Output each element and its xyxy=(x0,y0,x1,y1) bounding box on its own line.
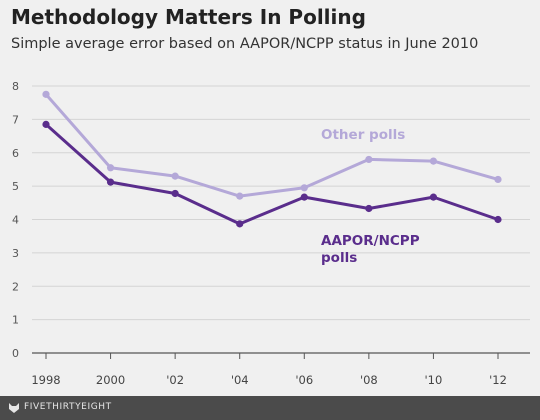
data-point xyxy=(236,192,244,200)
data-point xyxy=(171,189,179,198)
x-tick-label: '02 xyxy=(166,373,184,387)
data-point xyxy=(300,193,308,201)
data-point xyxy=(365,204,373,213)
data-point xyxy=(494,215,502,224)
footer-bar: FIVETHIRTYEIGHT xyxy=(0,396,540,420)
x-tick-label: '08 xyxy=(360,373,378,387)
x-tick-label: 2000 xyxy=(96,373,125,387)
data-point xyxy=(365,155,373,164)
data-point xyxy=(236,220,244,228)
series-line-other-polls xyxy=(44,92,500,198)
data-point xyxy=(429,193,438,201)
data-point xyxy=(171,172,179,180)
series-label-aapor-line2: polls xyxy=(321,250,357,266)
label-layer: Other polls AAPOR/NCPP polls xyxy=(321,127,420,266)
fox-icon xyxy=(9,403,19,413)
series-label-other: Other polls xyxy=(321,127,405,143)
x-tick-label: '10 xyxy=(425,373,443,387)
x-tick-label: '04 xyxy=(231,373,249,387)
y-tick-label: 6 xyxy=(12,147,19,160)
y-tick-label: 2 xyxy=(12,280,19,293)
line-chart: 0 1 2 3 4 5 6 7 8 1998 2000 '02 '04 '06 '08 '10 '12 Othe… xyxy=(12,80,530,387)
y-tick-label: 7 xyxy=(12,113,19,126)
x-tick-label: '12 xyxy=(489,373,507,387)
data-point xyxy=(429,157,438,165)
y-tick-label: 0 xyxy=(12,347,19,360)
x-tick-label: '06 xyxy=(295,373,313,387)
data-point xyxy=(106,164,115,172)
y-tick-label: 1 xyxy=(12,314,19,327)
chart-subtitle: Simple average error based on AAPOR/NCPP… xyxy=(11,36,479,52)
series-layer xyxy=(42,90,502,228)
brand-name: FIVETHIRTYEIGHT xyxy=(24,402,112,412)
y-tick-label: 3 xyxy=(12,247,19,260)
series-line-aapor-ncpp-polls xyxy=(44,122,500,226)
y-tick-label: 8 xyxy=(12,80,19,93)
data-point xyxy=(494,175,502,184)
data-point xyxy=(106,178,115,186)
y-tick-label: 4 xyxy=(12,214,19,227)
chart-title: Methodology Matters In Polling xyxy=(11,5,366,29)
data-point xyxy=(42,90,50,98)
series-label-aapor-line1: AAPOR/NCPP xyxy=(321,233,420,249)
x-tick-label: 1998 xyxy=(31,373,60,387)
grid-layer: 0 1 2 3 4 5 6 7 8 1998 2000 '02 '04 '06 '08 '10 '12 xyxy=(12,80,530,387)
y-tick-label: 5 xyxy=(12,180,19,193)
data-point xyxy=(300,184,308,192)
data-point xyxy=(42,120,50,128)
